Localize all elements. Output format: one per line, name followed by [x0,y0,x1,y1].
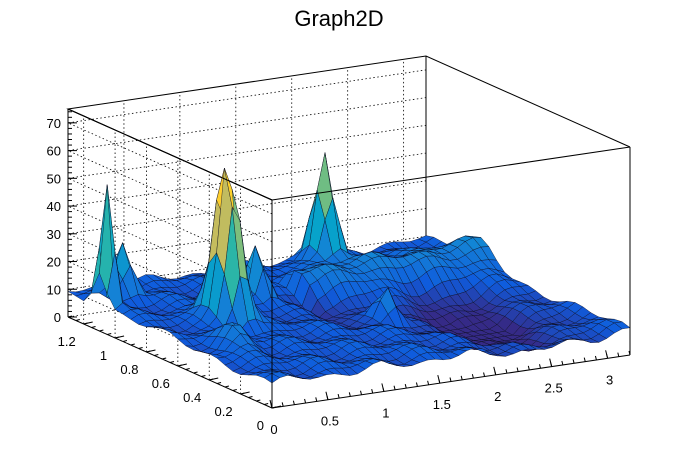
x-minor-tick [617,352,620,357]
x-minor-tick [415,382,418,387]
x-tick-label: 3 [606,372,613,387]
y-tick-label: 0.4 [183,390,201,405]
x-tick-label: 2 [494,389,501,404]
x-minor-tick [292,400,295,405]
x-minor-tick [550,362,553,367]
y-minor-tick [216,382,222,384]
z-tick-label: 30 [47,227,61,242]
x-minor-tick [505,369,508,374]
z-tick-label: 10 [47,282,61,297]
surface-cell [613,321,631,330]
y-minor-tick [107,333,112,335]
x-minor-tick [628,350,631,356]
x-minor-tick [471,374,474,379]
z-tick-label: 50 [47,171,61,186]
y-tick-label: 0 [257,418,264,433]
x-minor-tick [460,375,463,380]
z-gridline [66,180,427,326]
x-minor-tick [449,377,452,382]
y-minor-tick [122,340,128,342]
x-minor-tick [483,372,486,377]
y-tick-label: 1.2 [58,334,76,349]
surface [67,152,631,384]
x-tick-label: 0 [270,422,277,437]
x-minor-tick [494,370,497,375]
x-minor-tick [539,364,541,369]
y-tick-label: 0.8 [120,362,138,377]
x-minor-tick [594,355,597,361]
y-minor-tick [271,406,277,409]
y-minor-tick [162,357,167,360]
y-minor-tick [177,364,182,367]
x-minor-tick [606,354,609,359]
y-minor-tick [91,326,96,328]
y-minor-tick [201,375,206,377]
x-minor-tick [382,387,385,392]
y-minor-tick [232,389,237,391]
front-top-edge [271,146,631,201]
y-minor-tick [75,319,80,321]
y-axis: 0 0.2 0.4 0.6 0.8 1 1.2 [58,315,282,433]
y-minor-tick [185,368,190,370]
x-minor-tick [427,380,430,385]
y-minor-tick [83,322,88,325]
x-minor-tick [404,384,407,389]
y-minor-tick [256,399,261,402]
y-minor-tick [99,329,104,332]
y-tick-label: 0.6 [152,376,170,391]
z-gridline [66,97,427,242]
z-gridline [66,69,427,215]
y-minor-tick [146,350,151,353]
y-minor-tick [248,396,253,398]
z-gridline [66,124,427,270]
x-minor-tick [337,393,340,399]
x-minor-tick [527,365,530,371]
x-minor-tick [393,385,396,390]
x-minor-tick [270,403,273,409]
y-minor-tick [193,371,198,374]
x-minor-tick [583,357,586,362]
y-minor-tick [114,336,120,339]
y-minor-tick [154,354,159,356]
z-tick-label: 0 [54,310,61,325]
x-minor-tick [315,397,318,402]
front-frame [67,108,631,408]
y-tick-label: 0.2 [215,404,233,419]
z-gridline [66,152,427,298]
y-minor-tick [209,378,214,381]
top-back-edge [66,55,631,201]
x-minor-tick [572,359,575,364]
y-minor-tick [240,392,245,395]
left-top-diagonal [67,108,273,201]
chart-title: Graph2D [294,6,383,31]
y-minor-tick [138,347,143,349]
x-axis: 0 0.5 1 1.5 2 2.5 3 [269,350,631,437]
x-minor-tick [516,367,519,372]
y-minor-tick [130,343,135,346]
z-gridline [66,208,427,353]
z-tick-label: 70 [47,116,61,131]
x-minor-tick [360,390,362,395]
y-minor-tick [264,403,269,405]
x-tick-label: 2.5 [545,381,563,396]
x-tick-label: 0.5 [321,414,339,429]
y-minor-tick [224,385,230,388]
x-tick-label: 1 [382,405,389,420]
x-minor-tick [561,360,564,366]
x-minor-tick [304,398,307,404]
x-minor-tick [326,395,329,400]
z-tick-label: 20 [47,255,61,270]
x-minor-tick [281,402,284,407]
x-minor-tick [438,379,441,384]
y-tick-label: 1 [100,348,107,363]
y-minor-tick [169,361,175,363]
x-tick-label: 1.5 [433,397,451,412]
z-axis: 0 10 20 30 40 50 60 70 [47,109,77,325]
x-minor-tick [348,392,351,397]
x-minor-tick [371,388,374,394]
z-tick-label: 60 [47,144,61,159]
z-tick-label: 40 [47,199,61,214]
